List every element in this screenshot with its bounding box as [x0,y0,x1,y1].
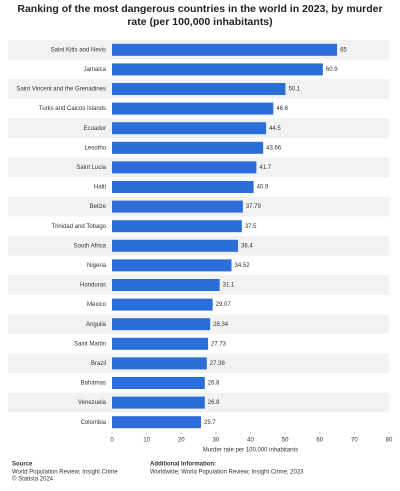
bar [112,298,213,311]
additional-info: Worldwide; World Population Review; Insi… [150,470,304,476]
x-tick-label: 0 [110,438,114,444]
bar [112,43,338,56]
x-tick-label: 70 [351,438,358,444]
value-label: 60.9 [326,67,338,73]
value-label: 65 [340,47,347,53]
value-label: 44.5 [269,126,281,132]
bar [112,63,323,76]
bar [112,396,205,409]
y-tick-label: Jamaica [84,67,107,73]
x-tick-label: 30 [213,438,220,444]
y-tick-label: South Africa [74,243,107,249]
bar [112,239,239,252]
source-text: World Population Review; Insight Crime [12,470,118,476]
y-tick-label: Bahamas [81,381,106,387]
chart-title: Ranking of the most dangerous countries … [17,3,383,28]
y-tick-label: Ecuador [84,126,106,132]
y-tick-label: Saint Lucia [76,165,106,171]
value-label: 28.34 [213,322,229,328]
bar [112,259,232,272]
y-tick-label: Saint Vincent and the Grenadines [16,87,106,93]
y-tick-label: Mexico [87,302,107,308]
value-label: 43.66 [266,145,282,151]
value-label: 36.4 [241,243,253,249]
y-tick-label: Haiti [94,185,106,191]
value-label: 26.8 [208,381,220,387]
value-label: 29.07 [216,302,232,308]
additional-info-label: Additional Information: [150,462,216,468]
source-label: Source [12,462,33,468]
y-tick-label: Nigeria [87,263,107,269]
y-tick-label: Colombia [81,420,107,426]
value-label: 37.5 [245,224,257,230]
value-label: 34.52 [235,263,251,269]
source-text: © Statista 2024 [12,476,54,483]
bar [112,83,286,95]
y-tick-label: Turks and Caicos Islands [39,106,106,112]
value-label: 27.38 [210,361,226,367]
x-tick-label: 80 [386,438,393,444]
x-tick-label: 20 [178,438,185,444]
y-tick-label: Brazil [91,361,106,367]
bar [112,416,201,429]
value-label: 27.73 [211,341,227,347]
value-label: 37.79 [246,204,262,210]
value-label: 50.1 [288,87,300,93]
y-tick-label: Trinidad and Tobago [52,224,107,230]
bar [112,279,220,291]
y-tick-label: Saint Martin [74,341,106,347]
y-tick-label: Anguila [86,322,107,328]
y-tick-label: Saint Kitts and Nevis [51,47,106,53]
bar [112,357,207,370]
y-tick-label: Venezuela [78,400,107,406]
x-tick-label: 10 [143,438,150,444]
value-label: 41.7 [259,165,271,171]
bar [112,337,209,350]
value-label: 46.6 [276,106,288,112]
bar [112,102,274,115]
bar [112,220,242,233]
x-axis-label: Murder rate per 100,000 inhabitants [203,448,298,454]
x-tick-label: 40 [247,438,254,444]
bar [112,161,257,174]
y-tick-label: Honduras [80,283,106,289]
y-tick-label: Belize [90,204,107,210]
x-tick-label: 50 [282,438,289,444]
value-label: 26.8 [208,400,220,406]
bar [112,377,205,389]
bar [112,122,267,135]
y-tick-label: Lesotho [85,145,107,151]
bar [112,181,254,193]
value-label: 40.9 [257,185,269,191]
bar [112,200,243,213]
value-label: 25.7 [204,420,216,426]
bar [112,141,264,154]
bar [112,318,211,331]
x-tick-label: 60 [316,438,323,444]
value-label: 31.1 [223,283,235,289]
